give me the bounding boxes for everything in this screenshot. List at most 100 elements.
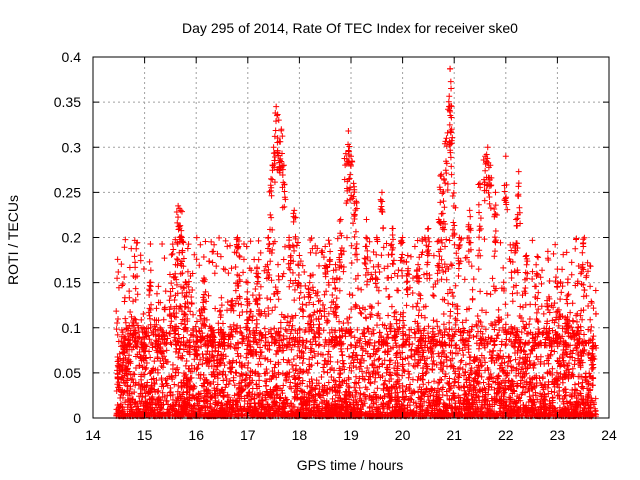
data-point <box>286 359 293 366</box>
data-point <box>256 377 263 384</box>
data-point <box>474 313 481 320</box>
data-point <box>376 355 383 362</box>
data-point <box>211 241 218 248</box>
data-point <box>169 250 176 257</box>
data-point <box>456 345 463 352</box>
data-point <box>393 320 400 327</box>
data-point <box>570 347 577 354</box>
data-point <box>400 367 407 374</box>
data-point <box>407 396 414 403</box>
data-point <box>342 333 349 340</box>
data-point <box>376 329 383 336</box>
data-point <box>228 265 235 272</box>
data-point <box>385 334 392 341</box>
data-point <box>272 304 279 311</box>
data-point <box>343 234 350 241</box>
data-point <box>481 236 488 243</box>
data-point <box>315 342 322 349</box>
data-point <box>544 248 551 255</box>
data-point <box>405 368 412 375</box>
data-point <box>538 303 545 310</box>
data-point <box>208 394 215 401</box>
data-point <box>175 382 182 389</box>
data-point <box>175 369 182 376</box>
data-point <box>521 348 528 355</box>
data-point <box>526 393 533 400</box>
data-point <box>182 362 189 369</box>
data-point <box>171 334 178 341</box>
data-point <box>545 360 552 367</box>
data-point <box>217 253 224 260</box>
data-point <box>306 356 313 363</box>
data-point <box>346 384 353 391</box>
data-point <box>458 357 465 364</box>
data-point <box>495 372 502 379</box>
data-point <box>346 291 353 298</box>
data-point <box>220 377 227 384</box>
data-point <box>304 369 311 376</box>
data-point <box>197 375 204 382</box>
data-point <box>431 361 438 368</box>
data-point <box>199 361 206 368</box>
data-point <box>573 345 580 352</box>
data-point <box>318 374 325 380</box>
data-point <box>351 379 358 386</box>
data-point <box>573 235 580 242</box>
data-point <box>114 319 121 326</box>
data-point <box>374 385 381 392</box>
data-point <box>497 347 504 354</box>
data-point <box>114 275 121 282</box>
data-point <box>476 247 483 254</box>
data-point <box>388 303 395 310</box>
data-point <box>290 356 297 363</box>
data-point <box>358 363 365 370</box>
data-point <box>271 364 278 371</box>
data-point <box>332 377 339 384</box>
data-point <box>288 346 295 353</box>
data-point <box>307 312 314 319</box>
data-point <box>261 325 268 332</box>
data-point <box>171 381 178 388</box>
data-point <box>140 310 147 317</box>
data-point <box>578 384 585 391</box>
data-point <box>420 381 427 388</box>
data-point <box>161 353 168 360</box>
data-point <box>427 392 434 399</box>
data-point <box>196 262 203 269</box>
data-point <box>585 303 592 310</box>
data-point <box>347 341 354 348</box>
data-point <box>592 310 599 317</box>
data-point <box>522 285 529 292</box>
data-point <box>462 390 469 397</box>
data-point <box>364 325 371 332</box>
data-point <box>407 253 414 260</box>
data-point <box>452 350 459 357</box>
data-point <box>233 359 240 366</box>
data-point <box>348 367 355 374</box>
data-point <box>251 400 258 407</box>
data-point <box>279 273 286 280</box>
data-point <box>238 301 245 308</box>
data-point <box>280 256 287 263</box>
data-point <box>320 364 327 371</box>
data-point <box>433 361 440 368</box>
data-point <box>249 385 256 392</box>
data-point <box>353 352 360 359</box>
data-point <box>337 371 344 378</box>
data-point <box>592 287 599 294</box>
data-point <box>371 378 378 385</box>
data-point <box>429 366 436 373</box>
data-point <box>384 275 391 282</box>
data-point <box>151 358 158 365</box>
data-point <box>321 343 328 350</box>
data-point <box>526 316 533 323</box>
data-point <box>551 389 558 396</box>
data-point <box>301 294 308 301</box>
data-point <box>280 382 287 389</box>
data-point <box>384 331 391 338</box>
data-point <box>147 283 154 290</box>
data-point <box>487 291 494 298</box>
data-point <box>395 267 402 274</box>
data-point <box>411 329 418 336</box>
data-point <box>254 273 261 280</box>
